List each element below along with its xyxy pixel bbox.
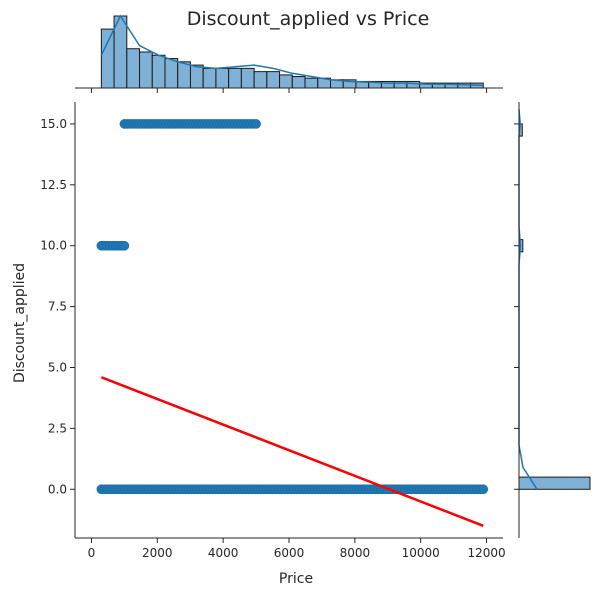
- marginal-x-bar: [253, 71, 268, 89]
- y-axis-ticks: 0.0 2.5 5.0 7.5 10.0 12.5 15.0: [40, 117, 75, 496]
- x-tick-label: 6000: [274, 546, 305, 560]
- marginal-x-bar: [304, 77, 319, 89]
- marginal-x-bar: [189, 64, 204, 89]
- x-tick-label: 2000: [142, 546, 173, 560]
- marginal-x-bar: [164, 58, 179, 89]
- marginal-x-bar: [406, 80, 421, 89]
- marginal-x-bar: [279, 74, 293, 89]
- marginal-y-histogram: [514, 102, 591, 538]
- x-tick-label: 0: [88, 546, 96, 560]
- x-tick-label: 4000: [208, 546, 239, 560]
- y-tick-label: 15.0: [40, 117, 67, 131]
- x-axis-label: Price: [279, 571, 313, 587]
- x-axis-ticks: 0 2000 4000 6000 8000 10000 12000: [88, 538, 506, 560]
- marginal-x-bar: [291, 76, 306, 89]
- marginal-x-bar: [202, 67, 217, 89]
- marginal-x-histogram: [75, 14, 503, 93]
- scatter-points: [96, 119, 489, 495]
- x-tick-label: 12000: [467, 546, 505, 560]
- main-scatter-plot: 0 2000 4000 6000 8000 10000 12000 0.0 2.5 5.0 7.5…: [40, 102, 506, 560]
- y-tick-label: 12.5: [40, 178, 67, 192]
- scatter-point: [478, 484, 489, 495]
- main-axes: [74, 102, 503, 539]
- y-tick-label: 2.5: [48, 421, 67, 435]
- marginal-x-bar: [240, 67, 255, 89]
- scatter-band-1: [96, 240, 130, 251]
- scatter-band-2: [96, 484, 489, 495]
- scatter-band-0: [119, 119, 261, 129]
- y-axis-label: Discount_applied: [12, 263, 28, 383]
- y-tick-label: 0.0: [48, 482, 67, 496]
- marginal-x-bar: [126, 48, 141, 89]
- scatter-point: [251, 119, 261, 129]
- regression-line: [100, 376, 484, 527]
- marginal-x-kde: [100, 14, 484, 87]
- y-tick-label: 5.0: [48, 360, 67, 374]
- marginal-x-bar: [228, 67, 242, 89]
- regression-line-path: [100, 376, 484, 527]
- marginal-x-bar: [139, 51, 153, 89]
- marginal-x-bar: [151, 54, 166, 89]
- marginal-y-kde: [518, 109, 538, 490]
- x-tick-label: 8000: [340, 546, 371, 560]
- chart-title: Discount_applied vs Price: [187, 8, 430, 30]
- x-tick-label: 10000: [402, 546, 440, 560]
- y-tick-label: 7.5: [48, 300, 67, 314]
- scatter-point: [119, 240, 130, 251]
- y-tick-label: 10.0: [40, 239, 67, 253]
- marginal-x-bar: [177, 61, 191, 89]
- marginal-x-bar: [266, 71, 281, 89]
- marginal-x-bar: [215, 67, 230, 89]
- marginal-x-bar: [100, 28, 115, 89]
